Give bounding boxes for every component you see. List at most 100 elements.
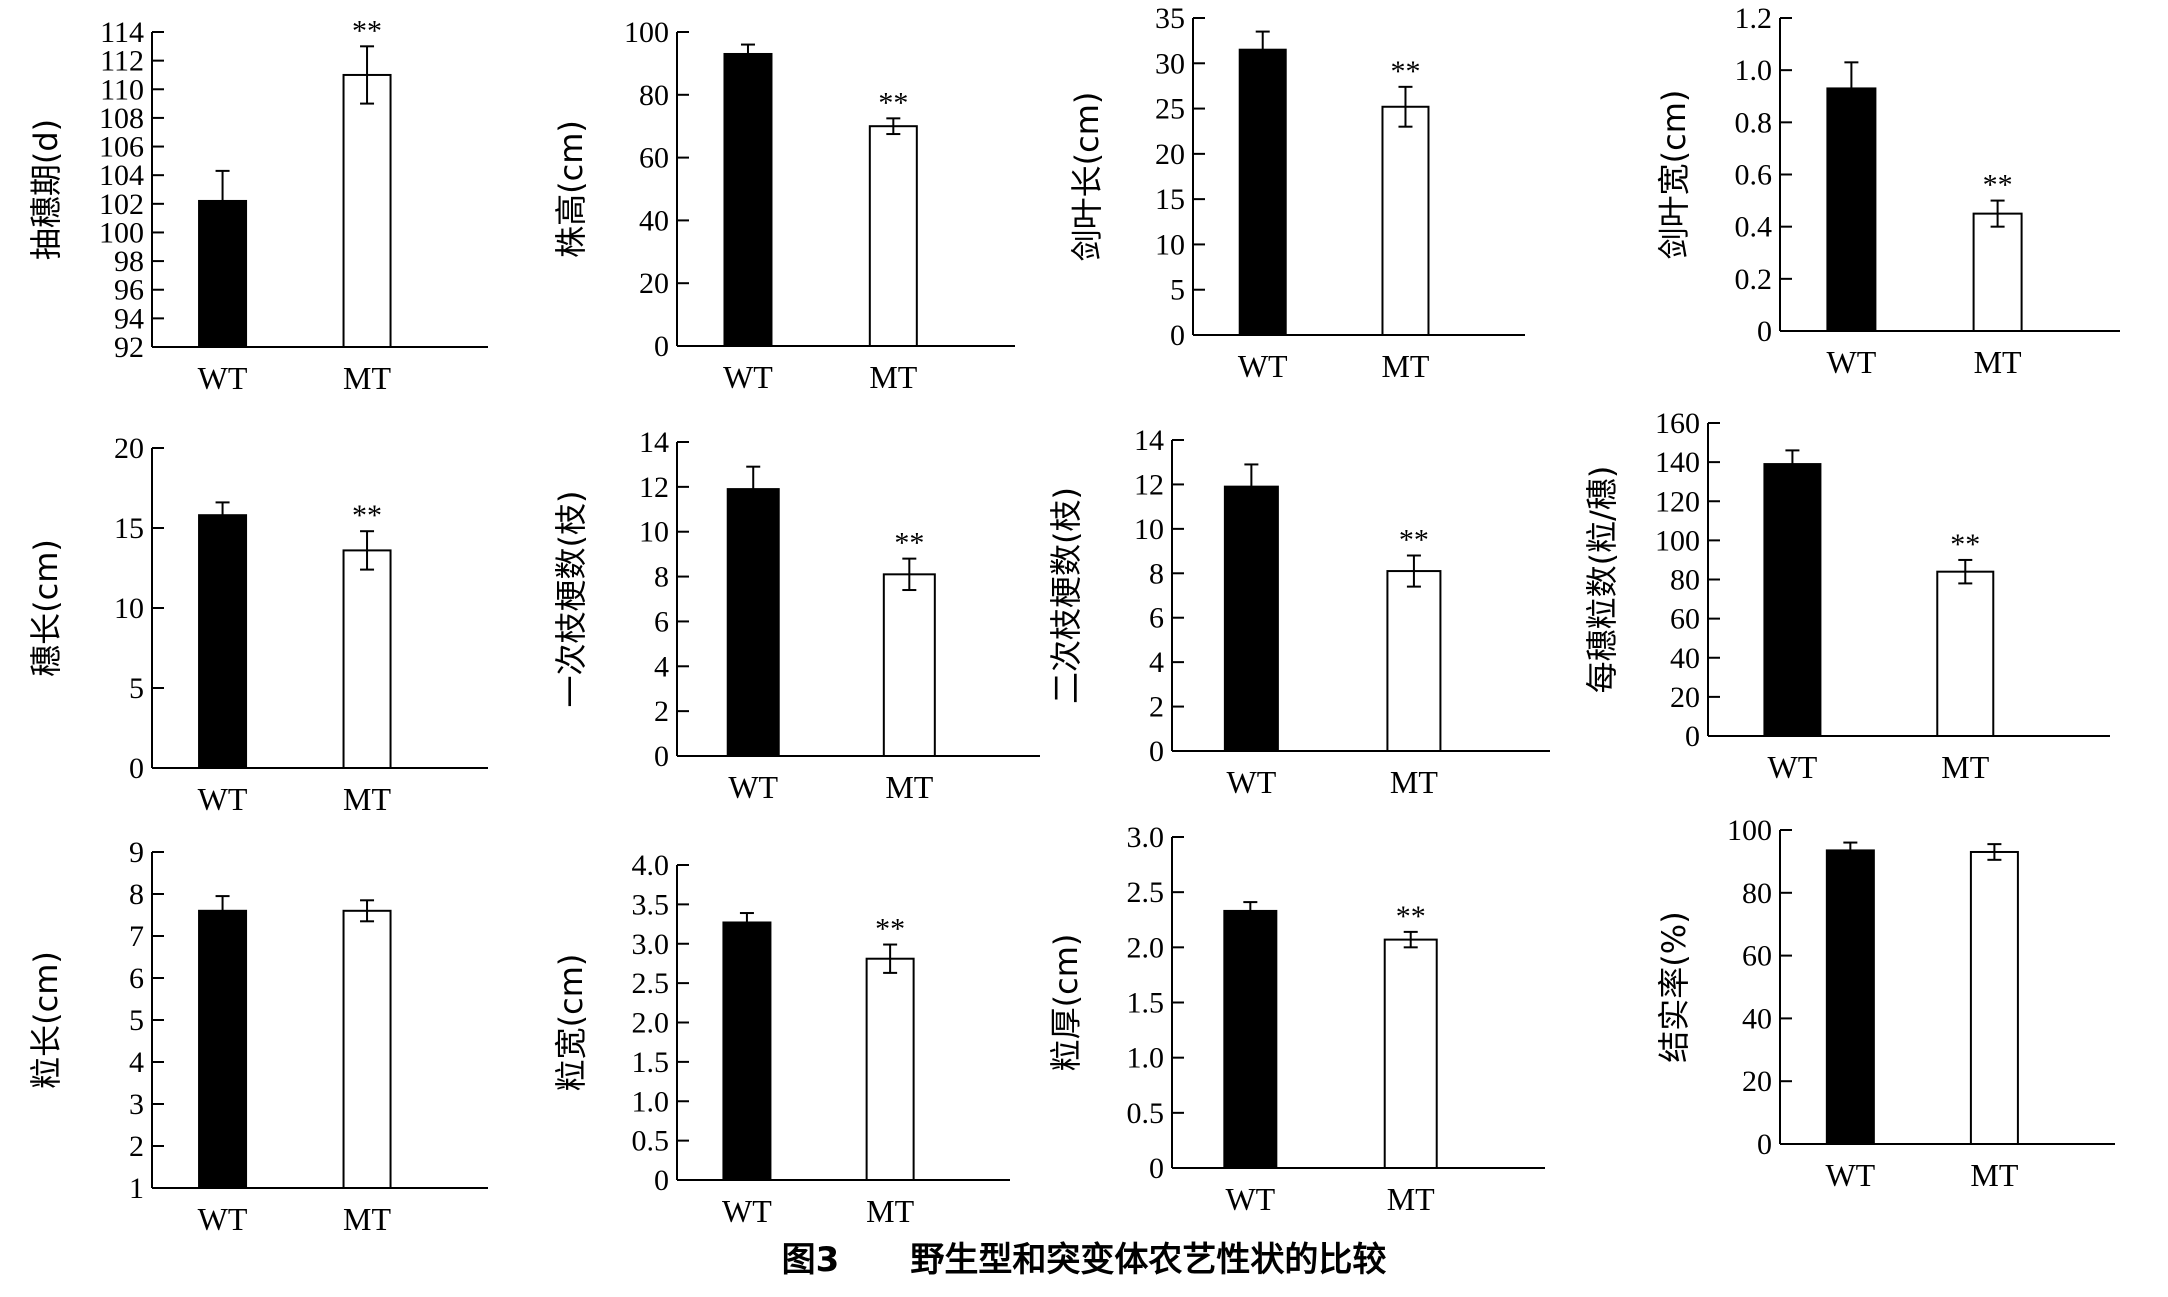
y-tick-label: 2.5 bbox=[632, 967, 670, 1000]
y-tick-label: 35 bbox=[1155, 2, 1185, 35]
y-tick-label: 3 bbox=[129, 1088, 144, 1121]
chart-panel-9: 1 2 3 4 5 6 7 8 9 粒长(cm) WT MT bbox=[27, 836, 488, 1237]
y-tick-label: 14 bbox=[1134, 424, 1164, 457]
y-tick-label: 1.5 bbox=[632, 1046, 670, 1079]
y-tick-label: 15 bbox=[114, 512, 144, 545]
y-tick-label: 60 bbox=[1742, 940, 1772, 973]
y-tick-label: 0 bbox=[1757, 315, 1772, 348]
y-tick-label: 6 bbox=[129, 962, 144, 995]
y-tick-label: 102 bbox=[99, 188, 144, 221]
y-tick-label: 2 bbox=[129, 1130, 144, 1163]
y-tick-label: 0 bbox=[654, 1164, 669, 1197]
x-category-label: MT bbox=[885, 769, 933, 805]
y-tick-label: 7 bbox=[129, 920, 144, 953]
y-tick-label: 2 bbox=[1149, 691, 1164, 724]
x-category-label: MT bbox=[343, 360, 391, 396]
bar-mt bbox=[868, 125, 918, 347]
bar-mt bbox=[1936, 570, 1995, 737]
significance-label: ** bbox=[1950, 528, 1980, 561]
y-axis-title: 株高(cm) bbox=[552, 120, 590, 258]
chart-panel-7: 0 2 4 6 8 10 12 14 二次枝梗数(枝) WT ** MT bbox=[1047, 424, 1550, 800]
x-category-label: MT bbox=[1390, 764, 1438, 800]
significance-label: ** bbox=[894, 527, 924, 560]
chart-panel-5: 0 5 10 15 20 穗长(cm) WT ** MT bbox=[27, 432, 488, 817]
y-tick-label: 80 bbox=[1742, 877, 1772, 910]
bar-wt bbox=[1223, 909, 1278, 1169]
y-tick-label: 40 bbox=[639, 204, 669, 237]
y-tick-label: 92 bbox=[114, 331, 144, 364]
y-axis-title: 结实率(%) bbox=[1655, 911, 1693, 1062]
chart-panel-12: 0 20 40 60 80 100 结实率(%) WT MT bbox=[1655, 814, 2115, 1193]
y-axis-title: 剑叶长(cm) bbox=[1068, 92, 1106, 262]
y-axis-title: 粒长(cm) bbox=[27, 951, 65, 1089]
x-category-label: MT bbox=[1381, 348, 1429, 384]
significance-label: ** bbox=[1983, 169, 2013, 202]
bar-mt bbox=[882, 573, 936, 757]
x-category-label: WT bbox=[728, 769, 778, 805]
figure-caption-label: 图3 bbox=[781, 1240, 840, 1280]
y-tick-label: 1.0 bbox=[632, 1085, 670, 1118]
bar-wt bbox=[1238, 48, 1287, 336]
y-tick-label: 20 bbox=[1742, 1065, 1772, 1098]
y-tick-label: 20 bbox=[1155, 138, 1185, 171]
y-tick-label: 1.2 bbox=[1735, 2, 1773, 35]
x-category-label: WT bbox=[1225, 1181, 1275, 1217]
y-tick-label: 0 bbox=[1149, 735, 1164, 768]
x-category-label: MT bbox=[343, 1201, 391, 1237]
x-category-label: WT bbox=[1227, 764, 1277, 800]
significance-label: ** bbox=[878, 86, 908, 119]
y-tick-label: 9 bbox=[129, 836, 144, 869]
chart-panel-6: 0 2 4 6 8 10 12 14 一次枝梗数(枝) WT ** MT bbox=[552, 426, 1040, 805]
y-tick-label: 96 bbox=[114, 274, 144, 307]
chart-panel-10: 0 0.5 1.0 1.5 2.0 2.5 3.0 3.5 4.0 粒宽(cm) WT ** MT bbox=[552, 849, 1010, 1229]
y-tick-label: 1.0 bbox=[1735, 54, 1773, 87]
y-tick-label: 30 bbox=[1155, 47, 1185, 80]
bar-mt bbox=[1386, 570, 1442, 752]
figure-caption: 图3 野生型和突变体农艺性状的比较 bbox=[0, 1232, 2168, 1282]
y-tick-label: 0.8 bbox=[1735, 106, 1773, 139]
bar-wt bbox=[723, 52, 773, 347]
bar-mt bbox=[342, 73, 392, 348]
x-category-label: WT bbox=[722, 1193, 772, 1229]
figure-caption-text: 野生型和突变体农艺性状的比较 bbox=[910, 1240, 1387, 1280]
significance-label: ** bbox=[1390, 55, 1420, 88]
y-tick-label: 80 bbox=[639, 79, 669, 112]
x-category-label: WT bbox=[198, 781, 248, 817]
chart-panel-8: 0 20 40 60 80 100 120 140 160 每穗粒数(粒/穗) WT ** MT bbox=[1583, 407, 2110, 785]
bar-mt bbox=[1972, 212, 2023, 332]
y-tick-label: 15 bbox=[1155, 183, 1185, 216]
y-tick-label: 0 bbox=[1149, 1152, 1164, 1185]
y-tick-label: 100 bbox=[624, 16, 669, 49]
bar-mt bbox=[1969, 850, 2019, 1145]
y-tick-label: 6 bbox=[1149, 602, 1164, 635]
y-tick-label: 106 bbox=[99, 131, 144, 164]
y-tick-label: 4 bbox=[129, 1046, 144, 1079]
y-tick-label: 120 bbox=[1655, 485, 1700, 518]
y-tick-label: 40 bbox=[1742, 1002, 1772, 1035]
y-tick-label: 3.5 bbox=[632, 888, 670, 921]
x-category-label: MT bbox=[1941, 749, 1989, 785]
y-tick-label: 10 bbox=[639, 516, 669, 549]
x-category-label: MT bbox=[1974, 344, 2022, 380]
y-tick-label: 100 bbox=[99, 216, 144, 249]
y-tick-label: 1 bbox=[129, 1172, 144, 1205]
y-tick-label: 0 bbox=[1170, 319, 1185, 352]
y-tick-label: 5 bbox=[129, 672, 144, 705]
y-tick-label: 4 bbox=[654, 650, 669, 683]
x-category-label: WT bbox=[1825, 1157, 1875, 1193]
x-category-label: MT bbox=[1970, 1157, 2018, 1193]
y-tick-label: 5 bbox=[1170, 274, 1185, 307]
x-category-label: WT bbox=[198, 1201, 248, 1237]
y-axis-title: 剑叶宽(cm) bbox=[1655, 90, 1693, 260]
chart-panel-11: 0 0.5 1.0 1.5 2.0 2.5 3.0 粒厚(cm) WT ** MT bbox=[1047, 821, 1545, 1217]
y-tick-label: 112 bbox=[100, 45, 144, 78]
significance-label: ** bbox=[875, 913, 905, 946]
y-tick-label: 100 bbox=[1727, 814, 1772, 847]
y-tick-label: 3.0 bbox=[632, 928, 670, 961]
y-axis-title: 抽穗期(d) bbox=[27, 119, 65, 260]
y-tick-label: 4.0 bbox=[632, 849, 670, 882]
y-tick-label: 160 bbox=[1655, 407, 1700, 440]
chart-panel-2: 0 20 40 60 80 100 株高(cm) WT ** MT bbox=[552, 16, 1015, 395]
y-tick-label: 12 bbox=[1134, 468, 1164, 501]
